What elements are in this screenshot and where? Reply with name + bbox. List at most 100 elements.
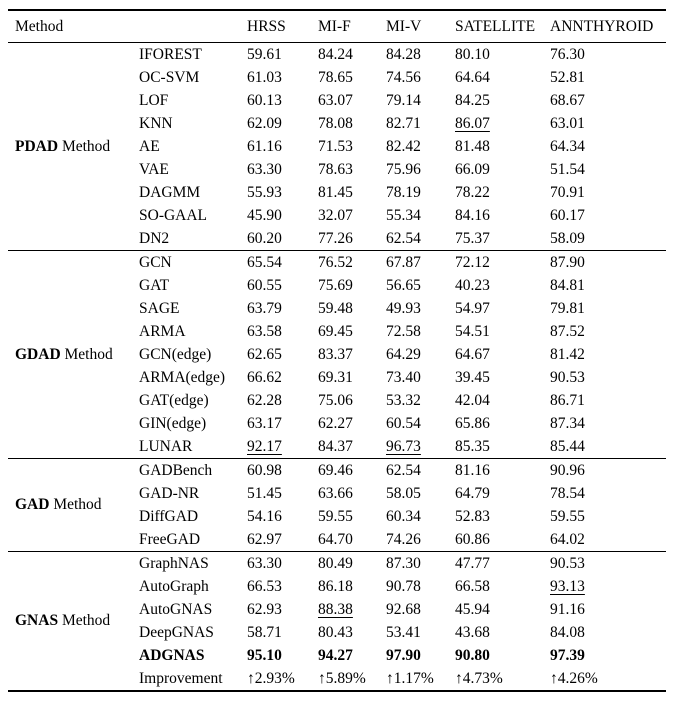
group-label-bold: PDAD bbox=[15, 137, 59, 155]
group-label-bold: GDAD bbox=[15, 345, 61, 363]
metric-value: 78.19 bbox=[386, 183, 421, 201]
table-row: DAGMM 55.93 81.45 78.19 78.22 70.91 bbox=[8, 181, 666, 204]
method-name: DN2 bbox=[139, 229, 170, 247]
table-row: GAT 60.55 75.69 56.65 40.23 84.81 bbox=[8, 274, 666, 297]
underlined-value: 93.13 bbox=[550, 577, 585, 595]
metric-value: 60.86 bbox=[455, 530, 490, 548]
metric-value: 63.58 bbox=[247, 322, 282, 340]
method-name: GIN(edge) bbox=[139, 414, 207, 432]
metric-value: 63.79 bbox=[247, 299, 282, 317]
table-row: OC-SVM 61.03 78.65 74.56 64.64 52.81 bbox=[8, 66, 666, 89]
method-name: ADGNAS bbox=[139, 646, 205, 664]
metric-value: 62.54 bbox=[386, 461, 421, 479]
metric-value: 59.55 bbox=[318, 507, 353, 525]
method-name: Improvement bbox=[139, 669, 223, 687]
metric-value: 78.22 bbox=[455, 183, 490, 201]
metric-value: 91.16 bbox=[550, 600, 585, 618]
metric-value: 67.87 bbox=[386, 253, 421, 271]
metric-value: 65.86 bbox=[455, 414, 490, 432]
method-name: KNN bbox=[139, 114, 173, 132]
metric-value: 90.53 bbox=[550, 554, 585, 572]
metric-value: 72.12 bbox=[455, 253, 490, 271]
method-group: PDAD Method IFOREST 59.61 84.24 84.28 80.10 76… bbox=[8, 42, 666, 251]
metric-value: ↑1.17% bbox=[386, 669, 434, 687]
metric-value: 45.90 bbox=[247, 206, 282, 224]
metric-value: 90.78 bbox=[386, 577, 421, 595]
metric-value: 60.13 bbox=[247, 91, 282, 109]
metric-value: 54.51 bbox=[455, 322, 490, 340]
metric-value: 81.48 bbox=[455, 137, 490, 155]
metric-value: 92.17 bbox=[247, 435, 318, 459]
metric-value: 69.31 bbox=[318, 368, 353, 386]
metric-value: 74.26 bbox=[386, 530, 421, 548]
metric-value: 42.04 bbox=[455, 391, 490, 409]
underlined-value: 92.17 bbox=[247, 437, 282, 455]
table-row: FreeGAD 62.97 64.70 74.26 60.86 64.02 bbox=[8, 528, 666, 552]
table-row: GAD-NR 51.45 63.66 58.05 64.79 78.54 bbox=[8, 482, 666, 505]
metric-value: 68.67 bbox=[550, 91, 585, 109]
metric-value: 75.69 bbox=[318, 276, 353, 294]
metric-value: 84.37 bbox=[318, 437, 353, 455]
metric-value: 40.23 bbox=[455, 276, 490, 294]
group-label: GNAS Method bbox=[15, 612, 111, 629]
method-name: GAT bbox=[139, 276, 170, 294]
table-row: SO-GAAL 45.90 32.07 55.34 84.16 60.17 bbox=[8, 204, 666, 227]
column-header-hrss: HRSS bbox=[247, 10, 318, 43]
group-label: GAD Method bbox=[15, 496, 102, 513]
table-row: AutoGraph 66.53 86.18 90.78 66.58 93.13 bbox=[8, 575, 666, 598]
metric-value: 61.03 bbox=[247, 68, 282, 86]
method-name: GCN(edge) bbox=[139, 345, 212, 363]
metric-value: 66.09 bbox=[455, 160, 490, 178]
metric-value: 87.34 bbox=[550, 414, 585, 432]
metric-value: 80.10 bbox=[455, 45, 490, 63]
group-label-bold: GNAS bbox=[15, 612, 59, 629]
metric-value: 60.55 bbox=[247, 276, 282, 294]
metric-value: 84.16 bbox=[455, 206, 490, 224]
metric-value: 83.37 bbox=[318, 345, 353, 363]
table-row: SAGE 63.79 59.48 49.93 54.97 79.81 bbox=[8, 297, 666, 320]
metric-value: 84.08 bbox=[550, 623, 585, 641]
table-row: KNN 62.09 78.08 82.71 86.07 63.01 bbox=[8, 112, 666, 135]
metric-value: 64.67 bbox=[455, 345, 490, 363]
method-name: AutoGraph bbox=[139, 577, 209, 595]
table-row: DN2 60.20 77.26 62.54 75.37 58.09 bbox=[8, 227, 666, 251]
column-header-annthyroid: ANNTHYROID bbox=[550, 10, 666, 43]
metric-value: 86.71 bbox=[550, 391, 585, 409]
table-row: AE 61.16 71.53 82.42 81.48 64.34 bbox=[8, 135, 666, 158]
metric-value: 76.30 bbox=[550, 45, 585, 63]
method-name: ARMA(edge) bbox=[139, 368, 226, 386]
metric-value: 61.16 bbox=[247, 137, 282, 155]
metric-value: 87.90 bbox=[550, 253, 585, 271]
metric-value: 94.27 bbox=[318, 646, 353, 664]
metric-value: 59.61 bbox=[247, 45, 282, 63]
table-row: ADGNAS 95.10 94.27 97.90 90.80 97.39 bbox=[8, 644, 666, 667]
metric-value: 60.20 bbox=[247, 229, 282, 247]
underlined-value: 88.38 bbox=[318, 600, 353, 618]
metric-value: 64.29 bbox=[386, 345, 421, 363]
metric-value: 58.71 bbox=[247, 623, 282, 641]
metric-value: 69.45 bbox=[318, 322, 353, 340]
method-name: GCN bbox=[139, 253, 172, 271]
metric-value: 84.81 bbox=[550, 276, 585, 294]
metric-value: 63.30 bbox=[247, 554, 282, 572]
metric-value: 82.42 bbox=[386, 137, 421, 155]
metric-value: 81.16 bbox=[455, 461, 490, 479]
metric-value: 45.94 bbox=[455, 600, 490, 618]
metric-value: 62.54 bbox=[386, 229, 421, 247]
method-name: VAE bbox=[139, 160, 169, 178]
metric-value: 74.56 bbox=[386, 68, 421, 86]
metric-value: 79.81 bbox=[550, 299, 585, 317]
method-name: IFOREST bbox=[139, 45, 202, 63]
metric-value: ↑4.26% bbox=[550, 669, 598, 687]
metric-value: 53.32 bbox=[386, 391, 421, 409]
metric-value: 96.73 bbox=[386, 435, 455, 459]
table-row: ARMA 63.58 69.45 72.58 54.51 87.52 bbox=[8, 320, 666, 343]
column-header-mi-v: MI-V bbox=[386, 10, 455, 43]
header-row: Method HRSS MI-F MI-V SATELLITE ANNTHYRO… bbox=[8, 10, 666, 43]
group-label-bold: GAD bbox=[15, 496, 50, 513]
metric-value: 51.45 bbox=[247, 484, 282, 502]
method-name: GADBench bbox=[139, 461, 213, 479]
metric-value: 78.65 bbox=[318, 68, 353, 86]
metric-value: 84.24 bbox=[318, 45, 353, 63]
metric-value: 54.16 bbox=[247, 507, 282, 525]
